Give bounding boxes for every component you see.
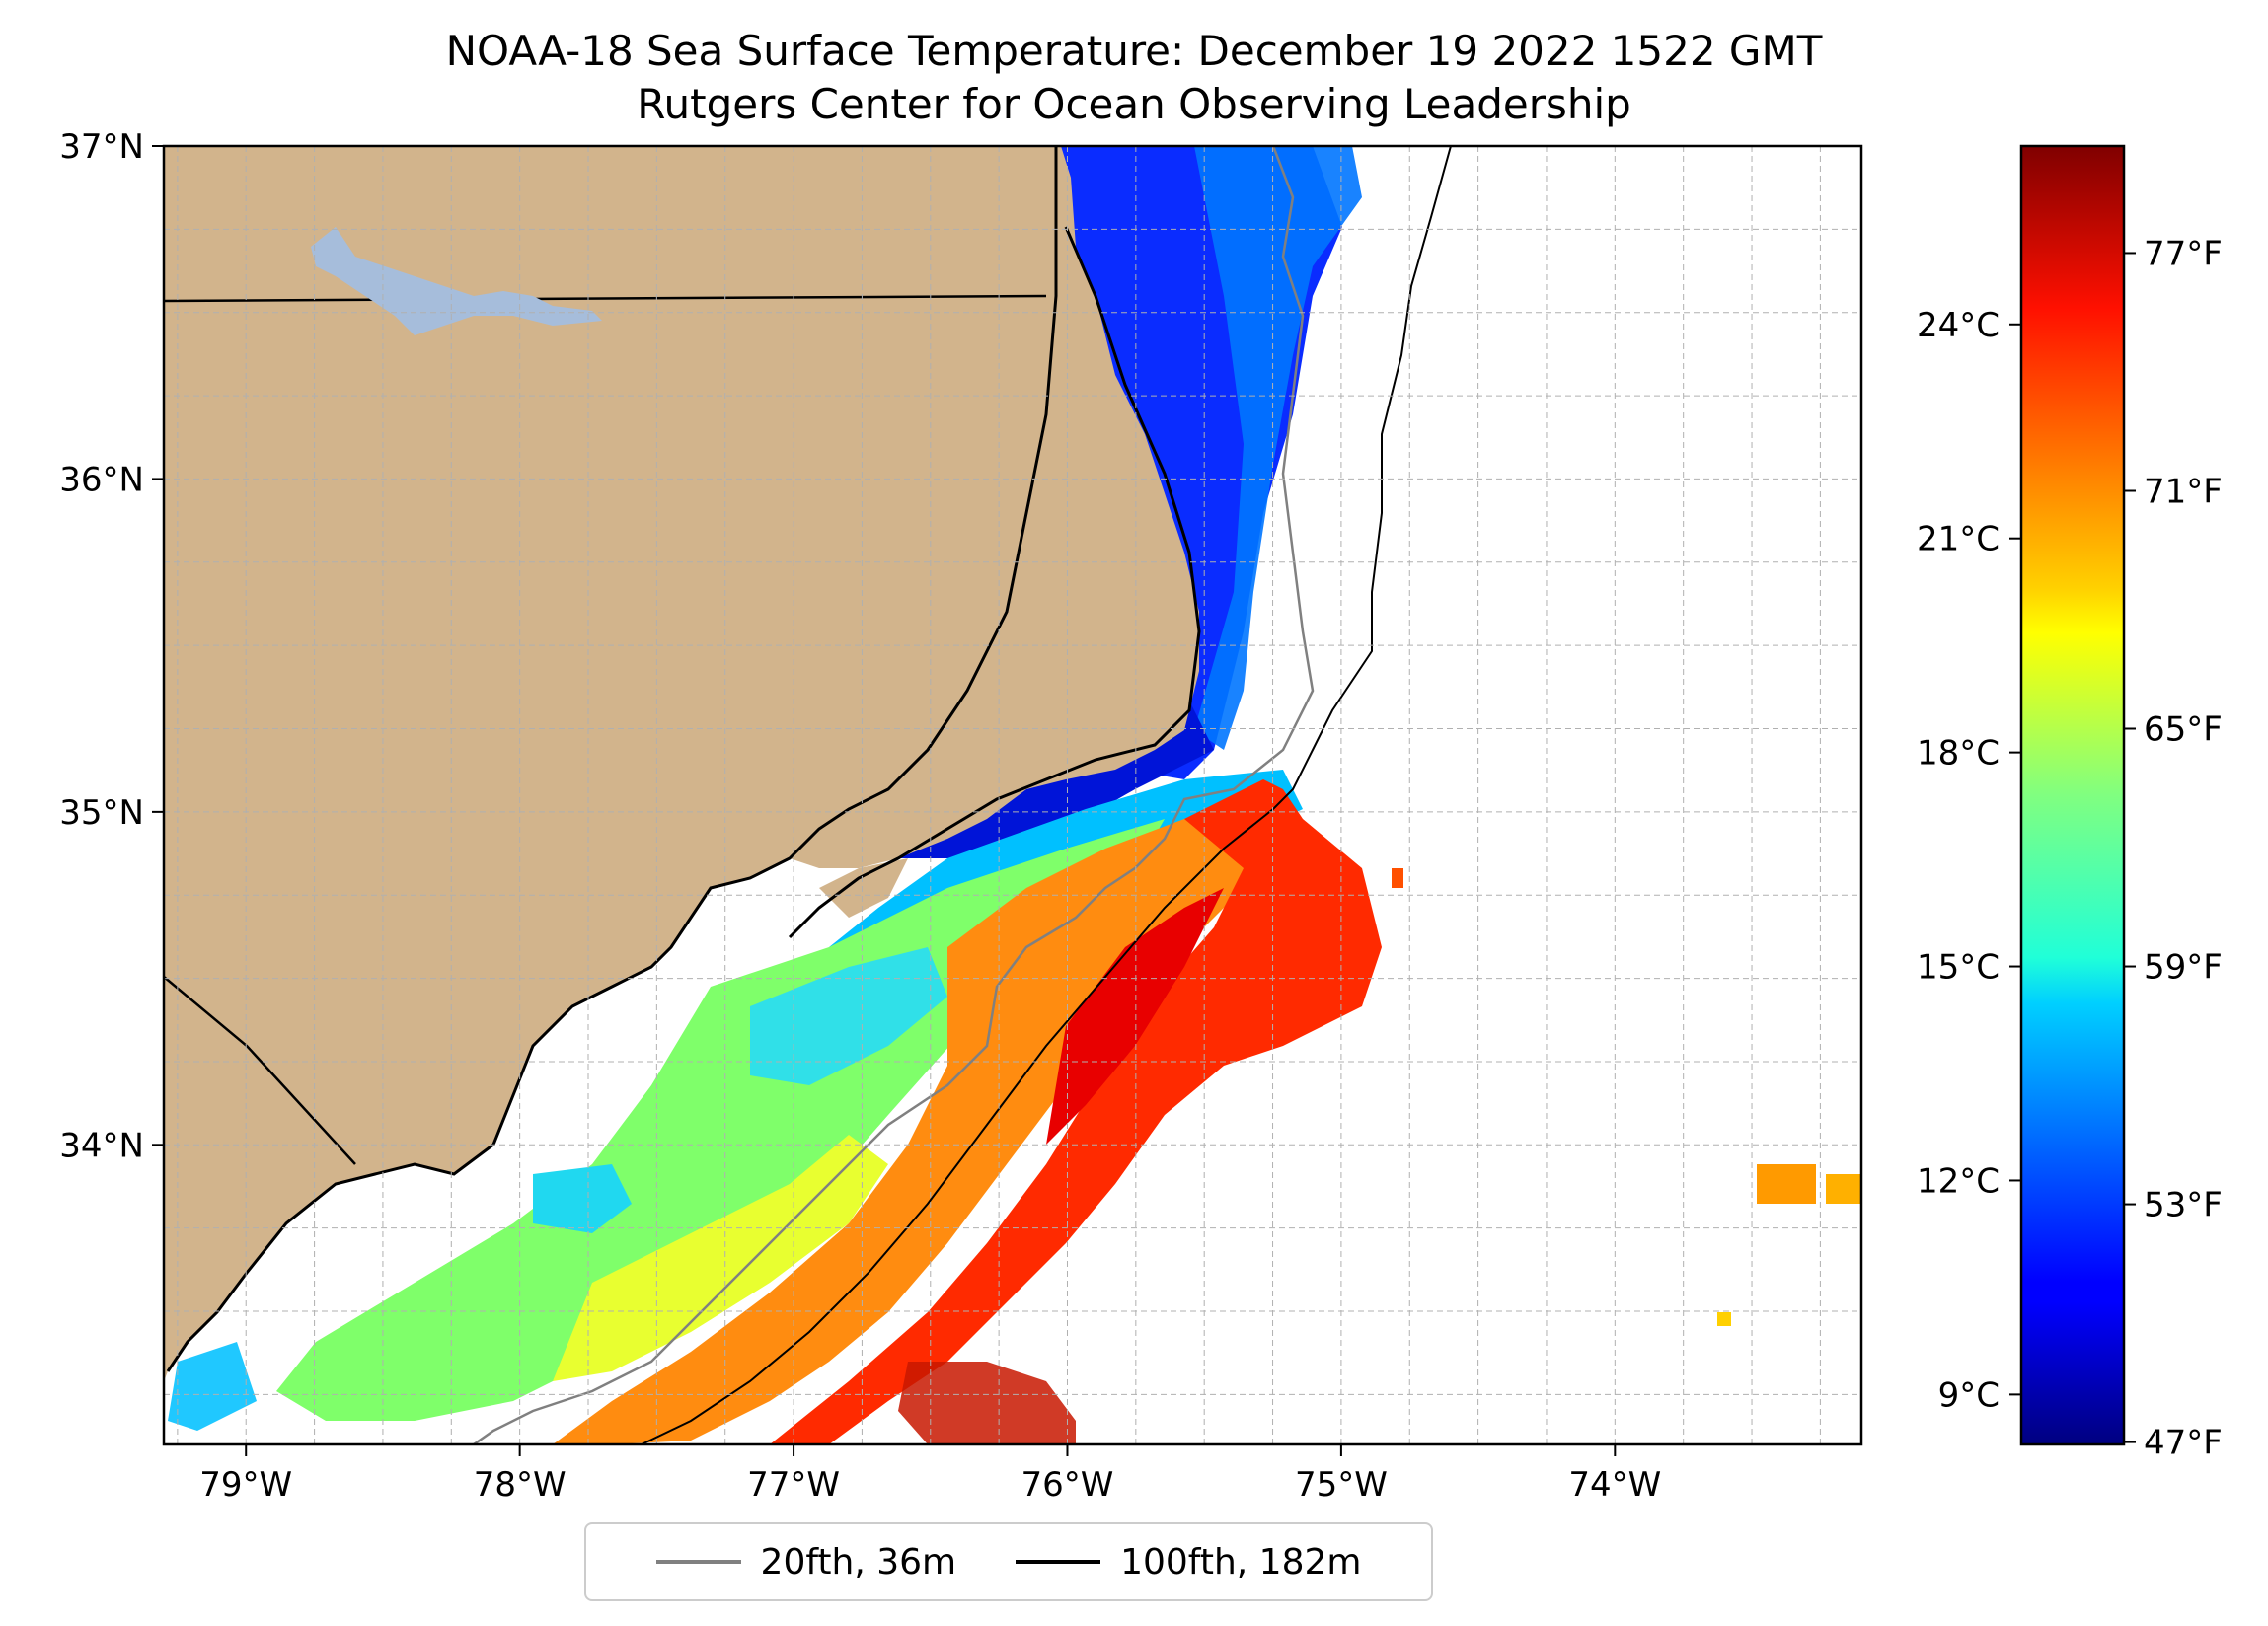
shelf-water-cyan-2 [533,1164,632,1233]
legend-label-20fth: 20fth, 36m [760,1541,957,1583]
lat-tick-label: 36°N [59,460,144,499]
colorbar-label-celsius: 12°C [1917,1161,2000,1201]
legend-label-100fth: 100fth, 182m [1120,1541,1362,1583]
warm-patch-2 [1826,1174,1861,1204]
state-border-va [164,294,1047,303]
gulf-stream-orange [553,789,1283,1444]
colorbar-label-celsius: 9°C [1938,1375,2000,1415]
lake-kerr [311,227,602,335]
lon-tick-label: 75°W [1295,1465,1388,1505]
outer-banks [788,226,1201,939]
colorbar-label-celsius: 18°C [1917,734,2000,774]
colorbar-gradient [2019,144,2126,1446]
colorbar-label-fahrenheit: 59°F [2144,948,2223,988]
map-frame [162,144,1863,1446]
colorbar-label-celsius: 24°C [1917,306,2000,345]
figure-title: NOAA-18 Sea Surface Temperature: Decembe… [445,27,1823,75]
colorbar-label-celsius: 15°C [1917,948,2000,988]
legend-swatch-black [1016,1560,1101,1564]
lat-tick-label: 35°N [59,793,144,833]
colorbar-label-fahrenheit: 53°F [2144,1186,2223,1225]
lat-tick-label: 37°N [59,127,144,167]
shelf-water-cyan-3 [168,1342,257,1431]
figure-subtitle: Rutgers Center for Ocean Observing Leade… [637,80,1631,128]
lat-tick-label: 34°N [59,1126,144,1165]
lon-tick-label: 74°W [1568,1465,1661,1505]
lon-tick-label: 77°W [747,1465,840,1505]
legend-entry-20fth: 20fth, 36m [655,1541,957,1583]
shelf-water-yellow [553,1135,888,1381]
lon-tick-label: 79°W [199,1465,292,1505]
land [164,146,1199,1381]
warm-filament [898,1362,1076,1444]
legend-entry-100fth: 100fth, 182m [1016,1542,1361,1583]
warm-patch-1 [1757,1164,1816,1204]
warm-patch-3 [1717,1312,1731,1326]
land-peninsula [819,858,908,918]
lon-tick-label: 78°W [474,1465,567,1505]
mainland-coastline [166,146,1058,1372]
gulf-stream-red [770,779,1382,1444]
coastline [164,146,1201,1372]
land-mainland [164,146,1056,1381]
axis-tick-labels: 79°W 78°W 77°W 76°W 75°W 74°W 34°N 35°N 36°N 37°N [59,127,1661,1505]
lon-tick-label: 76°W [1021,1465,1114,1505]
shelf-water-cyan-1 [750,947,947,1085]
legend: 20fth, 36m 100fth, 182m [584,1522,1433,1601]
gulf-stream-core [1046,888,1224,1145]
colorbar-label-fahrenheit: 71°F [2144,472,2223,511]
isobath-20fth [473,145,1315,1446]
gridlines [164,146,1861,1444]
state-border-sc [164,976,356,1165]
colorbar-label-fahrenheit: 65°F [2144,710,2223,750]
colorbar-label-fahrenheit: 47°F [2144,1424,2223,1463]
warm-patch-4 [1392,868,1403,888]
shelf-water-green [276,819,1165,1421]
colorbar-label-fahrenheit: 77°F [2144,234,2223,273]
legend-swatch-gray [655,1560,741,1564]
cool-water-offshore [1194,146,1362,750]
colorbar-ticks: 9°C 12°C 15°C 18°C 21°C 24°C 47°F 53°F 59°F 65°F 7… [1917,234,2223,1462]
colorbar-label-celsius: 21°C [1917,520,2000,559]
